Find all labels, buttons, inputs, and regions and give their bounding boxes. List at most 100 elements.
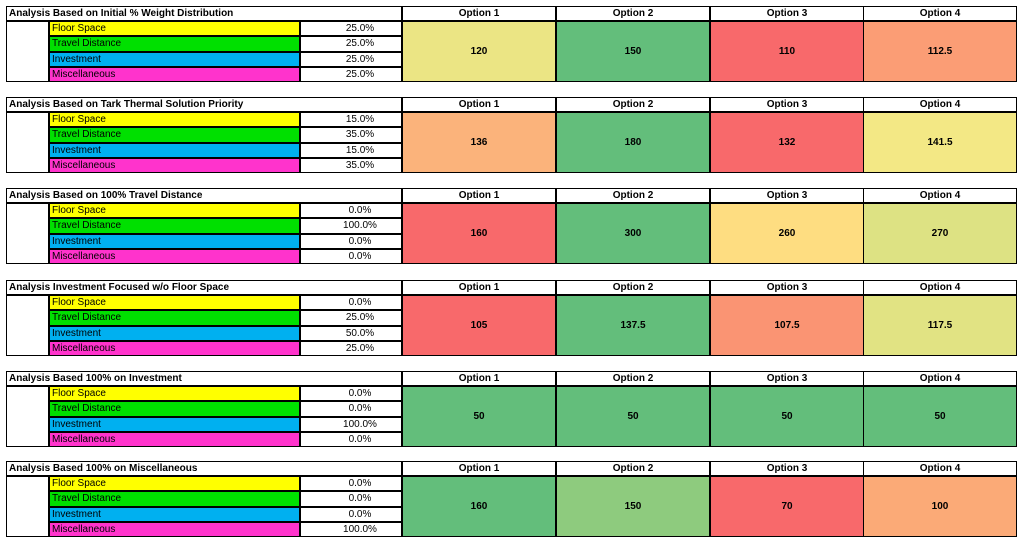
option-score[interactable]: 180 — [556, 112, 710, 173]
option-score[interactable]: 50 — [402, 386, 556, 447]
option-header[interactable]: Option 3 — [710, 461, 864, 476]
analysis-title[interactable]: Analysis Based on 100% Travel Distance — [6, 188, 402, 203]
option-score[interactable]: 160 — [402, 476, 556, 537]
option-header[interactable]: Option 3 — [710, 371, 864, 386]
weight-value[interactable]: 0.0% — [300, 506, 402, 522]
category-label[interactable]: Travel Distance — [49, 491, 300, 507]
option-header[interactable]: Option 1 — [402, 97, 556, 112]
option-score[interactable]: 150 — [556, 476, 710, 537]
weight-value[interactable]: 0.0% — [300, 203, 402, 219]
category-label[interactable]: Travel Distance — [49, 218, 300, 234]
option-header[interactable]: Option 4 — [863, 371, 1017, 386]
option-score[interactable]: 105 — [402, 295, 556, 356]
option-header[interactable]: Option 3 — [710, 97, 864, 112]
category-label[interactable]: Floor Space — [49, 476, 300, 492]
category-label[interactable]: Travel Distance — [49, 401, 300, 417]
option-header[interactable]: Option 4 — [863, 461, 1017, 476]
weight-value[interactable]: 0.0% — [300, 295, 402, 311]
option-score[interactable]: 150 — [556, 21, 710, 82]
category-label[interactable]: Floor Space — [49, 21, 300, 37]
category-label[interactable]: Travel Distance — [49, 127, 300, 143]
blank-cell[interactable] — [6, 203, 49, 264]
weight-value[interactable]: 100.0% — [300, 218, 402, 234]
blank-cell[interactable] — [6, 476, 49, 537]
category-label[interactable]: Miscellaneous — [49, 248, 300, 264]
weight-value[interactable]: 25.0% — [300, 340, 402, 356]
option-header[interactable]: Option 1 — [402, 280, 556, 295]
option-score[interactable]: 50 — [710, 386, 864, 447]
weight-value[interactable]: 50.0% — [300, 325, 402, 341]
option-score[interactable]: 70 — [710, 476, 864, 537]
option-header[interactable]: Option 2 — [556, 97, 710, 112]
category-label[interactable]: Investment — [49, 506, 300, 522]
option-score[interactable]: 120 — [402, 21, 556, 82]
option-score[interactable]: 100 — [863, 476, 1017, 537]
category-label[interactable]: Investment — [49, 142, 300, 158]
blank-cell[interactable] — [6, 21, 49, 82]
option-header[interactable]: Option 4 — [863, 97, 1017, 112]
blank-cell[interactable] — [6, 386, 49, 447]
option-score[interactable]: 50 — [556, 386, 710, 447]
weight-value[interactable]: 35.0% — [300, 127, 402, 143]
option-score[interactable]: 137.5 — [556, 295, 710, 356]
option-header[interactable]: Option 2 — [556, 188, 710, 203]
option-header[interactable]: Option 4 — [863, 6, 1017, 21]
weight-value[interactable]: 25.0% — [300, 51, 402, 67]
category-label[interactable]: Miscellaneous — [49, 157, 300, 173]
weight-value[interactable]: 0.0% — [300, 401, 402, 417]
option-header[interactable]: Option 3 — [710, 188, 864, 203]
option-header[interactable]: Option 1 — [402, 461, 556, 476]
weight-value[interactable]: 0.0% — [300, 491, 402, 507]
option-header[interactable]: Option 2 — [556, 280, 710, 295]
option-score[interactable]: 300 — [556, 203, 710, 264]
category-label[interactable]: Floor Space — [49, 295, 300, 311]
weight-value[interactable]: 15.0% — [300, 142, 402, 158]
category-label[interactable]: Miscellaneous — [49, 431, 300, 447]
weight-value[interactable]: 100.0% — [300, 521, 402, 537]
weight-value[interactable]: 0.0% — [300, 431, 402, 447]
category-label[interactable]: Travel Distance — [49, 310, 300, 326]
analysis-title[interactable]: Analysis Based on Initial % Weight Distr… — [6, 6, 402, 21]
analysis-title[interactable]: Analysis Investment Focused w/o Floor Sp… — [6, 280, 402, 295]
option-score[interactable]: 136 — [402, 112, 556, 173]
category-label[interactable]: Floor Space — [49, 112, 300, 128]
analysis-title[interactable]: Analysis Based 100% on Investment — [6, 371, 402, 386]
option-score[interactable]: 160 — [402, 203, 556, 264]
category-label[interactable]: Miscellaneous — [49, 340, 300, 356]
option-score[interactable]: 132 — [710, 112, 864, 173]
weight-value[interactable]: 25.0% — [300, 36, 402, 52]
weight-value[interactable]: 0.0% — [300, 233, 402, 249]
blank-cell[interactable] — [6, 295, 49, 356]
option-score[interactable]: 270 — [863, 203, 1017, 264]
category-label[interactable]: Floor Space — [49, 386, 300, 402]
option-header[interactable]: Option 1 — [402, 188, 556, 203]
option-header[interactable]: Option 4 — [863, 280, 1017, 295]
weight-value[interactable]: 0.0% — [300, 386, 402, 402]
option-score[interactable]: 141.5 — [863, 112, 1017, 173]
category-label[interactable]: Floor Space — [49, 203, 300, 219]
weight-value[interactable]: 25.0% — [300, 21, 402, 37]
weight-value[interactable]: 25.0% — [300, 66, 402, 82]
category-label[interactable]: Miscellaneous — [49, 66, 300, 82]
category-label[interactable]: Investment — [49, 416, 300, 432]
category-label[interactable]: Investment — [49, 51, 300, 67]
option-score[interactable]: 107.5 — [710, 295, 864, 356]
option-header[interactable]: Option 3 — [710, 6, 864, 21]
weight-value[interactable]: 100.0% — [300, 416, 402, 432]
weight-value[interactable]: 0.0% — [300, 476, 402, 492]
weight-value[interactable]: 15.0% — [300, 112, 402, 128]
option-header[interactable]: Option 4 — [863, 188, 1017, 203]
option-header[interactable]: Option 1 — [402, 371, 556, 386]
option-score[interactable]: 50 — [863, 386, 1017, 447]
option-header[interactable]: Option 3 — [710, 280, 864, 295]
analysis-title[interactable]: Analysis Based 100% on Miscellaneous — [6, 461, 402, 476]
option-score[interactable]: 112.5 — [863, 21, 1017, 82]
option-header[interactable]: Option 1 — [402, 6, 556, 21]
option-score[interactable]: 260 — [710, 203, 864, 264]
option-header[interactable]: Option 2 — [556, 461, 710, 476]
category-label[interactable]: Investment — [49, 325, 300, 341]
option-score[interactable]: 117.5 — [863, 295, 1017, 356]
weight-value[interactable]: 25.0% — [300, 310, 402, 326]
option-header[interactable]: Option 2 — [556, 6, 710, 21]
weight-value[interactable]: 35.0% — [300, 157, 402, 173]
